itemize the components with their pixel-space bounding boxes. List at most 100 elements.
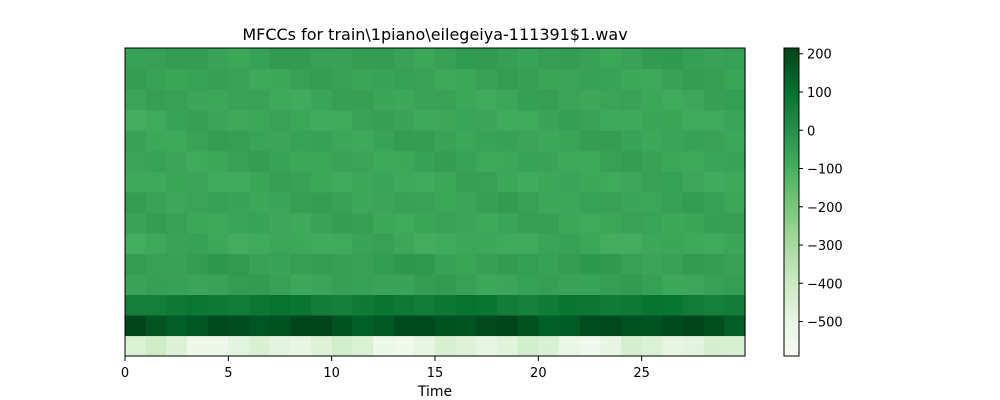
heatmap-cell <box>724 48 746 70</box>
heatmap-cell <box>579 314 601 337</box>
heatmap-cell <box>579 171 601 193</box>
heatmap-cell <box>290 232 312 254</box>
heatmap-cell <box>600 48 622 70</box>
heatmap-cell <box>641 253 663 275</box>
heatmap-cell <box>393 171 415 193</box>
heatmap-cell <box>269 212 291 234</box>
heatmap-cell <box>331 89 353 111</box>
heatmap-cell <box>249 48 271 70</box>
heatmap-cell <box>641 89 663 111</box>
heatmap-cell <box>249 314 271 337</box>
heatmap-cell <box>331 171 353 193</box>
heatmap-cell <box>579 68 601 90</box>
heatmap-cell <box>600 314 622 337</box>
heatmap-cell <box>166 253 188 275</box>
heatmap-cell <box>373 109 395 131</box>
heatmap-cell <box>331 109 353 131</box>
heatmap-cell <box>683 294 705 316</box>
heatmap-cell <box>331 130 353 152</box>
heatmap-cell <box>352 314 374 337</box>
heatmap-cell <box>331 273 353 295</box>
heatmap-cell <box>662 232 684 254</box>
heatmap-cell <box>269 89 291 111</box>
heatmap-cell <box>290 212 312 234</box>
heatmap-cell <box>476 171 498 193</box>
heatmap-cell <box>538 68 560 90</box>
heatmap-cell <box>455 232 477 254</box>
heatmap-cell <box>145 48 167 70</box>
heatmap-cell <box>269 335 291 357</box>
heatmap-cell <box>393 253 415 275</box>
heatmap-cell <box>538 48 560 70</box>
heatmap-cell <box>497 191 519 213</box>
heatmap-cell <box>683 232 705 254</box>
heatmap-cell <box>476 253 498 275</box>
heatmap-cell <box>724 89 746 111</box>
heatmap-cell <box>497 48 519 70</box>
heatmap-cell <box>207 89 229 111</box>
heatmap-cell <box>166 273 188 295</box>
heatmap-cell <box>166 48 188 70</box>
heatmap-cell <box>352 232 374 254</box>
heatmap-cell <box>517 89 539 111</box>
heatmap-cell <box>145 191 167 213</box>
heatmap-cell <box>621 89 643 111</box>
heatmap-cell <box>538 89 560 111</box>
heatmap-cell <box>641 48 663 70</box>
heatmap-cell <box>641 314 663 337</box>
heatmap-cell <box>290 253 312 275</box>
heatmap-cell <box>228 191 250 213</box>
heatmap-cell <box>414 109 436 131</box>
heatmap-cell <box>311 171 333 193</box>
heatmap-cell <box>600 68 622 90</box>
heatmap-cell <box>559 48 581 70</box>
heatmap-cell <box>600 294 622 316</box>
heatmap-cell <box>125 232 147 254</box>
heatmap-cell <box>538 212 560 234</box>
heatmap-cell <box>662 212 684 234</box>
heatmap-cell <box>621 232 643 254</box>
heatmap-cell <box>373 232 395 254</box>
heatmap-cell <box>228 314 250 337</box>
heatmap-cell <box>476 150 498 172</box>
heatmap-cell <box>435 314 457 337</box>
heatmap-cell <box>683 314 705 337</box>
heatmap-cell <box>662 109 684 131</box>
heatmap-cell <box>476 335 498 357</box>
heatmap-cell <box>166 130 188 152</box>
heatmap-cell <box>641 171 663 193</box>
heatmap-cell <box>703 335 725 357</box>
heatmap-cell <box>187 232 209 254</box>
heatmap-cell <box>207 150 229 172</box>
heatmap-cell <box>476 130 498 152</box>
heatmap-cell <box>207 130 229 152</box>
heatmap-cell <box>559 68 581 90</box>
heatmap-cell <box>559 253 581 275</box>
heatmap-cell <box>579 191 601 213</box>
heatmap-cell <box>641 273 663 295</box>
heatmap-cell <box>166 89 188 111</box>
heatmap-cell <box>331 253 353 275</box>
heatmap-cell <box>207 191 229 213</box>
heatmap-cell <box>662 294 684 316</box>
heatmap-cell <box>621 294 643 316</box>
heatmap-cell <box>249 335 271 357</box>
heatmap-cell <box>435 212 457 234</box>
heatmap-cell <box>517 273 539 295</box>
heatmap-cell <box>187 314 209 337</box>
heatmap-cell <box>476 314 498 337</box>
heatmap-cell <box>145 335 167 357</box>
heatmap-cell <box>662 48 684 70</box>
heatmap-cell <box>228 171 250 193</box>
heatmap-cell <box>703 130 725 152</box>
heatmap-cell <box>269 48 291 70</box>
heatmap-cell <box>641 68 663 90</box>
heatmap-cell <box>621 335 643 357</box>
heatmap-cell <box>373 314 395 337</box>
heatmap-cell <box>559 171 581 193</box>
heatmap-cell <box>641 109 663 131</box>
heatmap-cell <box>269 68 291 90</box>
heatmap-cell <box>290 335 312 357</box>
heatmap-cell <box>269 232 291 254</box>
